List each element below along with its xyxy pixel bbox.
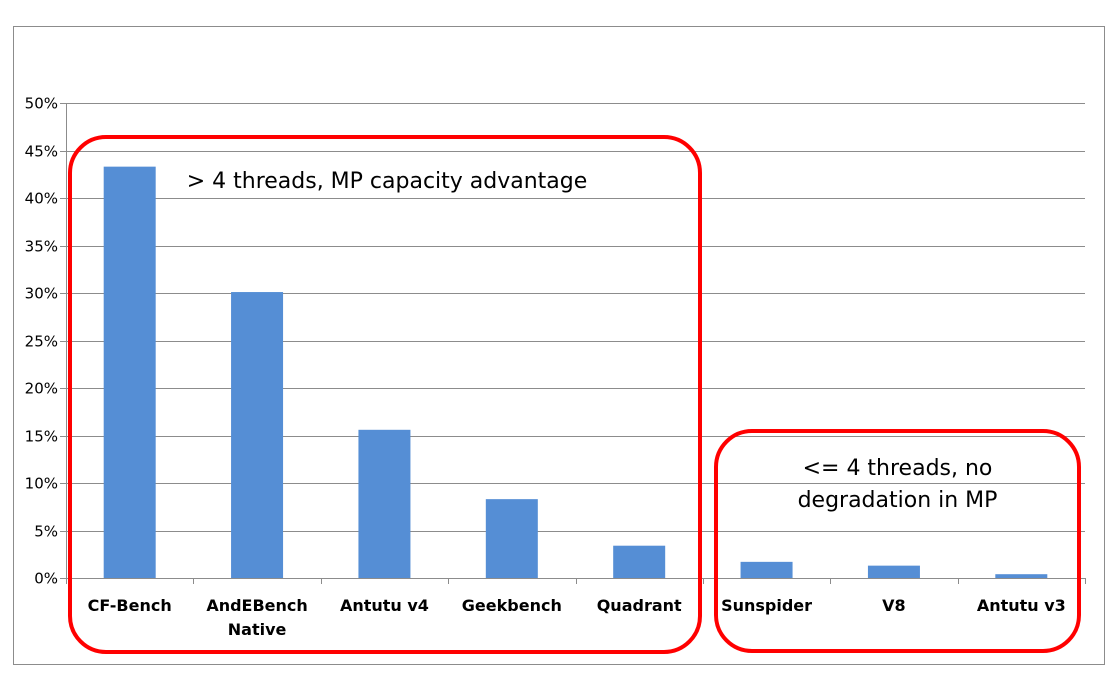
y-tick-label: 10%: [25, 475, 58, 493]
x-tick-label: AndEBench Native: [206, 596, 307, 639]
bar: [231, 292, 284, 578]
y-tick-label: 0%: [34, 570, 58, 588]
axes: [66, 103, 1086, 584]
annotation-box: [68, 135, 702, 654]
annotation-text: > 4 threads, MP capacity advantage: [187, 169, 588, 194]
x-tick-label: Sunspider: [721, 596, 812, 615]
bar: [867, 565, 920, 578]
annotation-box: [714, 429, 1081, 653]
annotation-text: <= 4 threads, no degradation in MP: [798, 456, 998, 513]
x-tick-label: Quadrant: [597, 596, 682, 615]
bar: [740, 561, 793, 578]
y-tick-label: 20%: [25, 380, 58, 398]
bar: [358, 429, 411, 578]
bar: [995, 574, 1048, 578]
bars: [103, 166, 1048, 578]
bar: [103, 166, 156, 578]
annotations: > 4 threads, MP capacity advantage <= 4 t…: [68, 135, 1081, 654]
x-tick-labels: CF-Bench AndEBench Native Antutu v4 Geekbenc…: [88, 596, 1066, 639]
x-tick-label: Geekbench: [462, 596, 562, 615]
chart-frame: [13, 26, 1105, 665]
y-tick-label: 25%: [25, 333, 58, 351]
y-tick-label: 45%: [25, 143, 58, 161]
y-tick-labels: 0% 5% 10% 15% 20% 25% 30% 35% 40% 45% 50%: [25, 95, 58, 588]
bar: [485, 499, 538, 578]
x-tick-label: Antutu v4: [340, 596, 429, 615]
y-tick-label: 15%: [25, 428, 58, 446]
y-tick-label: 35%: [25, 238, 58, 256]
bar: [613, 545, 666, 578]
x-tick-label: Antutu v3: [977, 596, 1066, 615]
y-tick-label: 50%: [25, 95, 58, 113]
y-tick-label: 5%: [34, 523, 58, 541]
x-tick-label: CF-Bench: [88, 596, 172, 615]
x-tick-label: V8: [882, 596, 906, 615]
y-tick-label: 30%: [25, 285, 58, 303]
y-tick-label: 40%: [25, 190, 58, 208]
